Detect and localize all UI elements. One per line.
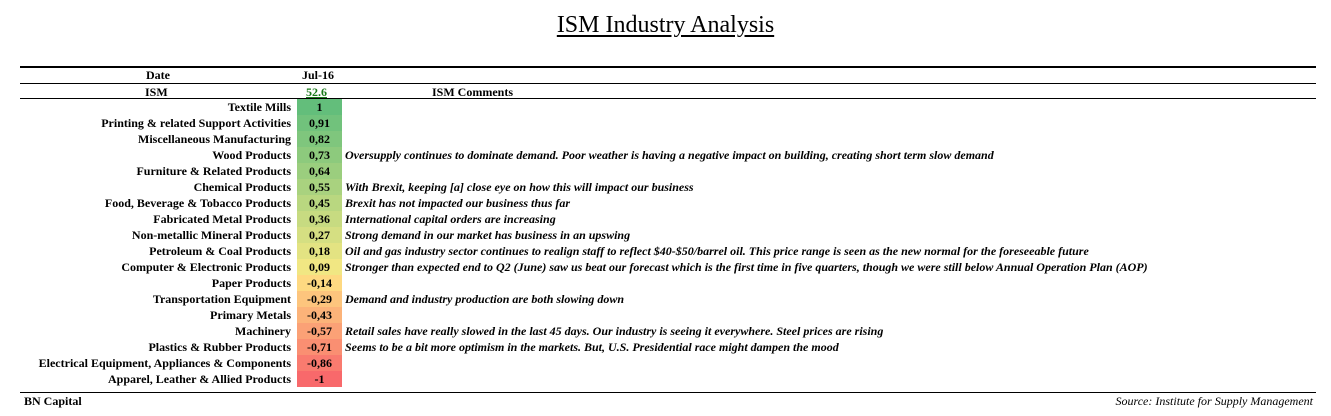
ism-comment: Oversupply continues to dominate demand.… [345,148,994,162]
value-cell: 0,27 [297,227,342,243]
value-cell: -0,43 [297,307,342,323]
table-row: Non-metallic Mineral Products 0,27 Strong … [20,227,1316,243]
table-row: Furniture & Related Products 0,64 [20,163,1316,179]
header-rule [20,83,1316,84]
value-cell: 1 [297,99,342,115]
value-cell: 0,18 [297,243,342,259]
industry-label: Computer & Electronic Products [121,260,291,274]
industry-label: Electrical Equipment, Appliances & Compo… [38,356,291,370]
value-cell: 0,64 [297,163,342,179]
ism-value: 52.6 [306,85,327,99]
value-cell: -0,86 [297,355,342,371]
value-cell: 0,45 [297,195,342,211]
value-cell: -0,57 [297,323,342,339]
industry-label: Apparel, Leather & Allied Products [108,372,291,386]
subheader-rule [20,98,1316,99]
value-cell: 0,09 [297,259,342,275]
date-label: Date [146,68,170,82]
ism-comment: International capital orders are increas… [345,212,556,226]
industry-label: Non-metallic Mineral Products [131,228,291,242]
date-value: Jul-16 [302,68,335,82]
ism-label: ISM [145,85,168,99]
table-row: Food, Beverage & Tobacco Products 0,45 Bre… [20,195,1316,211]
ism-comment: Seems to be a bit more optimism in the m… [345,340,839,354]
value-cell: 0,55 [297,179,342,195]
ism-comment: With Brexit, keeping [a] close eye on ho… [345,180,694,194]
ism-comments-header: ISM Comments [432,85,513,99]
industry-label: Miscellaneous Manufacturing [138,132,291,146]
table-row: Wood Products 0,73 Oversupply continues to… [20,147,1316,163]
page-title: ISM Industry Analysis [556,12,775,38]
footer-source: Source: Institute for Supply Management [1115,394,1313,408]
bottom-rule [20,392,1316,393]
industry-label: Paper Products [211,276,291,290]
industry-label: Chemical Products [193,180,291,194]
industry-label: Textile Mills [227,100,291,114]
table-row: Apparel, Leather & Allied Products -1 [20,371,1316,387]
value-cell: -0,29 [297,291,342,307]
value-cell: 0,36 [297,211,342,227]
value-cell: -1 [297,371,342,387]
ism-comment: Retail sales have really slowed in the l… [345,324,884,338]
table-row: Petroleum & Coal Products 0,18 Oil and gas… [20,243,1316,259]
value-cell: 0,91 [297,115,342,131]
industry-label: Wood Products [212,148,291,162]
table-row: Printing & related Support Activities 0,9… [20,115,1316,131]
value-cell: -0,14 [297,275,342,291]
industry-label: Printing & related Support Activities [101,116,291,130]
table-row: Machinery -0,57 Retail sales have really s… [20,323,1316,339]
industry-label: Machinery [235,324,291,338]
ism-comment: Oil and gas industry sector continues to… [345,244,1089,258]
table-row: Chemical Products 0,55 With Brexit, keepin… [20,179,1316,195]
ism-comment: Strong demand in our market has business… [345,228,631,242]
table-row: Computer & Electronic Products 0,09 Strong… [20,259,1316,275]
industry-label: Transportation Equipment [152,292,291,306]
industry-label: Food, Beverage & Tobacco Products [104,196,291,210]
industry-label: Furniture & Related Products [136,164,291,178]
value-cell: 0,73 [297,147,342,163]
ism-comment: Stronger than expected end to Q2 (June) … [345,260,1148,274]
table-row: Electrical Equipment, Appliances & Compo… [20,355,1316,371]
value-cell: -0,71 [297,339,342,355]
ism-comment: Brexit has not impacted our business thu… [345,196,571,210]
table-row: Fabricated Metal Products 0,36 Internation… [20,211,1316,227]
table-row: Primary Metals -0,43 [20,307,1316,323]
industry-label: Plastics & Rubber Products [148,340,291,354]
industry-label: Primary Metals [210,308,291,322]
table-row: Miscellaneous Manufacturing 0,82 [20,131,1316,147]
table-row: Paper Products -0,14 [20,275,1316,291]
top-rule [20,66,1316,68]
value-cell: 0,82 [297,131,342,147]
table-row: Plastics & Rubber Products -0,71 Seems to … [20,339,1316,355]
table-row: Transportation Equipment -0,29 Demand and … [20,291,1316,307]
ism-comment: Demand and industry production are both … [345,292,625,306]
industry-label: Fabricated Metal Products [153,212,291,226]
industry-label: Petroleum & Coal Products [149,244,291,258]
footer-left: BN Capital [24,394,82,408]
table-row: Textile Mills 1 [20,99,1316,115]
